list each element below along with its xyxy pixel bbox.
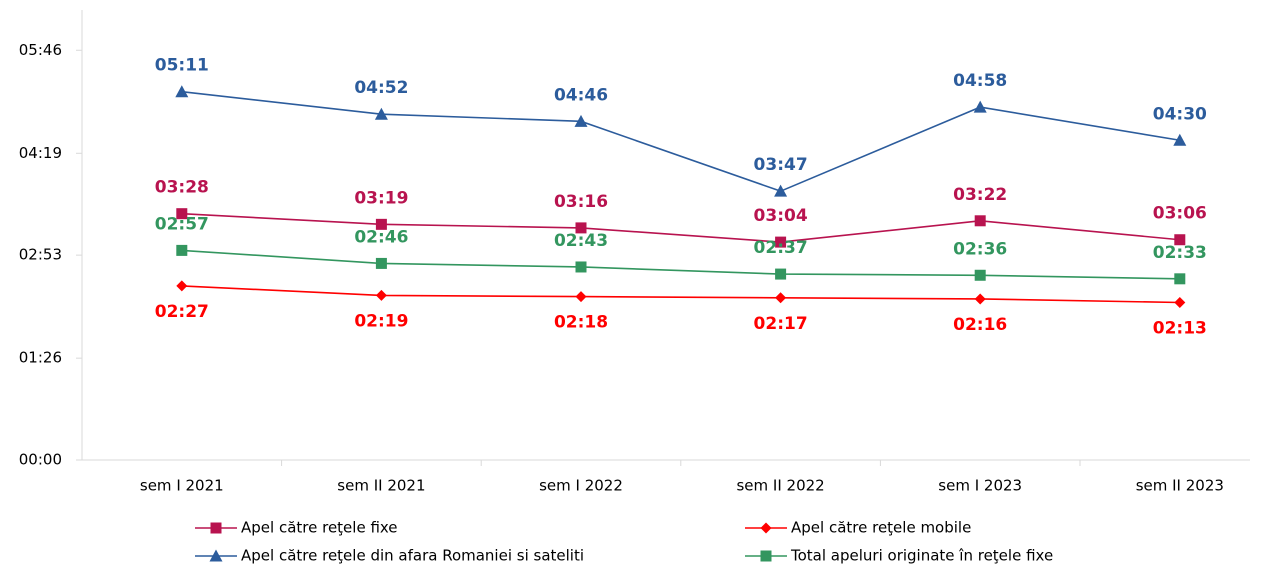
data-label: 04:58: [953, 71, 1007, 91]
legend-label: Apel către reţele din afara Romaniei si …: [241, 547, 584, 565]
legend-marker: [209, 549, 223, 562]
data-label: 03:19: [354, 188, 408, 208]
data-label: 03:28: [155, 178, 209, 198]
marker: [575, 291, 587, 303]
data-label: 02:19: [354, 311, 408, 331]
marker: [974, 215, 986, 227]
data-label: 03:22: [953, 185, 1007, 205]
data-label: 02:16: [953, 315, 1007, 335]
marker: [375, 289, 387, 301]
y-tick-label: 00:00: [19, 451, 62, 469]
data-label: 02:57: [155, 214, 209, 234]
marker: [1174, 297, 1186, 308]
marker: [176, 280, 188, 292]
marker: [1174, 273, 1186, 285]
x-tick-label: sem II 2022: [736, 477, 824, 495]
marker: [175, 85, 189, 98]
marker: [1174, 234, 1186, 246]
data-label: 03:04: [754, 206, 808, 226]
data-label: 02:36: [953, 239, 1007, 259]
data-label: 02:46: [354, 227, 408, 247]
legend-marker: [760, 550, 772, 562]
data-label: 03:16: [554, 192, 608, 212]
y-tick-label: 04:19: [19, 144, 62, 162]
marker: [374, 107, 388, 120]
y-tick-label: 02:53: [19, 246, 62, 264]
marker: [974, 269, 986, 281]
data-label: 02:27: [155, 302, 209, 322]
line-series: [181, 90, 1180, 193]
marker: [775, 268, 787, 280]
line-series: [181, 212, 1180, 243]
x-tick-label: sem I 2022: [539, 477, 623, 495]
legend-marker: [210, 522, 222, 534]
marker: [1173, 133, 1187, 146]
data-label: 03:06: [1153, 204, 1207, 224]
marker: [775, 236, 787, 248]
x-tick-label: sem II 2023: [1136, 477, 1224, 495]
legend-label: Apel către reţele fixe: [241, 519, 398, 537]
x-tick-label: sem I 2021: [140, 477, 224, 495]
marker: [575, 261, 587, 273]
marker: [574, 114, 588, 127]
marker: [575, 222, 587, 234]
data-label: 02:18: [554, 313, 608, 333]
data-label: 02:17: [754, 314, 808, 334]
marker: [973, 100, 987, 113]
y-tick-label: 01:26: [19, 349, 62, 367]
line-series: [181, 285, 1180, 304]
marker: [974, 293, 986, 305]
data-label: 02:33: [1153, 243, 1207, 263]
line-series: [181, 249, 1180, 280]
data-label: 03:47: [754, 155, 808, 175]
data-label: 02:13: [1153, 319, 1207, 339]
data-label: 04:30: [1153, 104, 1207, 124]
data-label: 04:46: [554, 85, 608, 105]
marker: [775, 292, 787, 304]
legend-marker: [760, 522, 772, 534]
legend-label: Apel către reţele mobile: [791, 519, 971, 537]
x-tick-label: sem II 2021: [337, 477, 425, 495]
data-label: 04:52: [354, 78, 408, 98]
marker: [176, 244, 188, 256]
marker: [375, 257, 387, 269]
legend-label: Total apeluri originate în reţele fixe: [790, 547, 1053, 565]
y-tick-label: 05:46: [19, 41, 62, 59]
data-label: 02:37: [754, 238, 808, 258]
marker: [375, 218, 387, 230]
data-label: 05:11: [155, 56, 209, 76]
x-tick-label: sem I 2023: [938, 477, 1022, 495]
marker: [774, 184, 788, 197]
data-label: 02:43: [554, 231, 608, 251]
marker: [176, 208, 188, 220]
